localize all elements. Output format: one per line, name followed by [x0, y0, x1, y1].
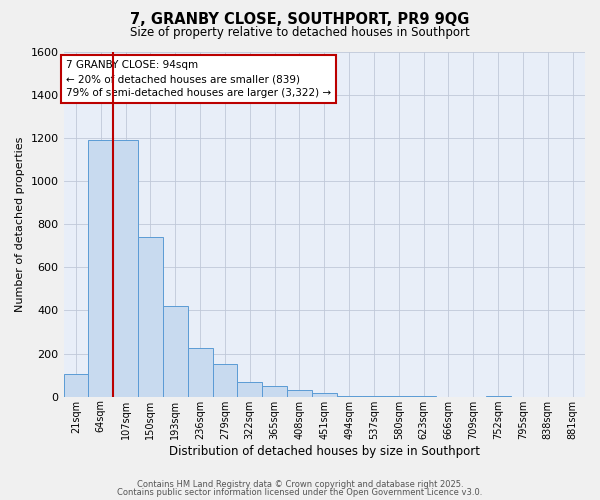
Text: Size of property relative to detached houses in Southport: Size of property relative to detached ho…: [130, 26, 470, 39]
Text: 7, GRANBY CLOSE, SOUTHPORT, PR9 9QG: 7, GRANBY CLOSE, SOUTHPORT, PR9 9QG: [130, 12, 470, 28]
Text: Contains public sector information licensed under the Open Government Licence v3: Contains public sector information licen…: [118, 488, 482, 497]
Bar: [262, 386, 287, 396]
Bar: [88, 140, 113, 396]
Bar: [188, 348, 212, 397]
Text: 7 GRANBY CLOSE: 94sqm
← 20% of detached houses are smaller (839)
79% of semi-det: 7 GRANBY CLOSE: 94sqm ← 20% of detached …: [66, 60, 331, 98]
Bar: [238, 382, 262, 396]
Text: Contains HM Land Registry data © Crown copyright and database right 2025.: Contains HM Land Registry data © Crown c…: [137, 480, 463, 489]
Bar: [312, 394, 337, 396]
Y-axis label: Number of detached properties: Number of detached properties: [15, 136, 25, 312]
Bar: [64, 374, 88, 396]
Bar: [163, 306, 188, 396]
Bar: [138, 237, 163, 396]
X-axis label: Distribution of detached houses by size in Southport: Distribution of detached houses by size …: [169, 444, 480, 458]
Bar: [212, 364, 238, 396]
Bar: [287, 390, 312, 396]
Bar: [113, 140, 138, 396]
